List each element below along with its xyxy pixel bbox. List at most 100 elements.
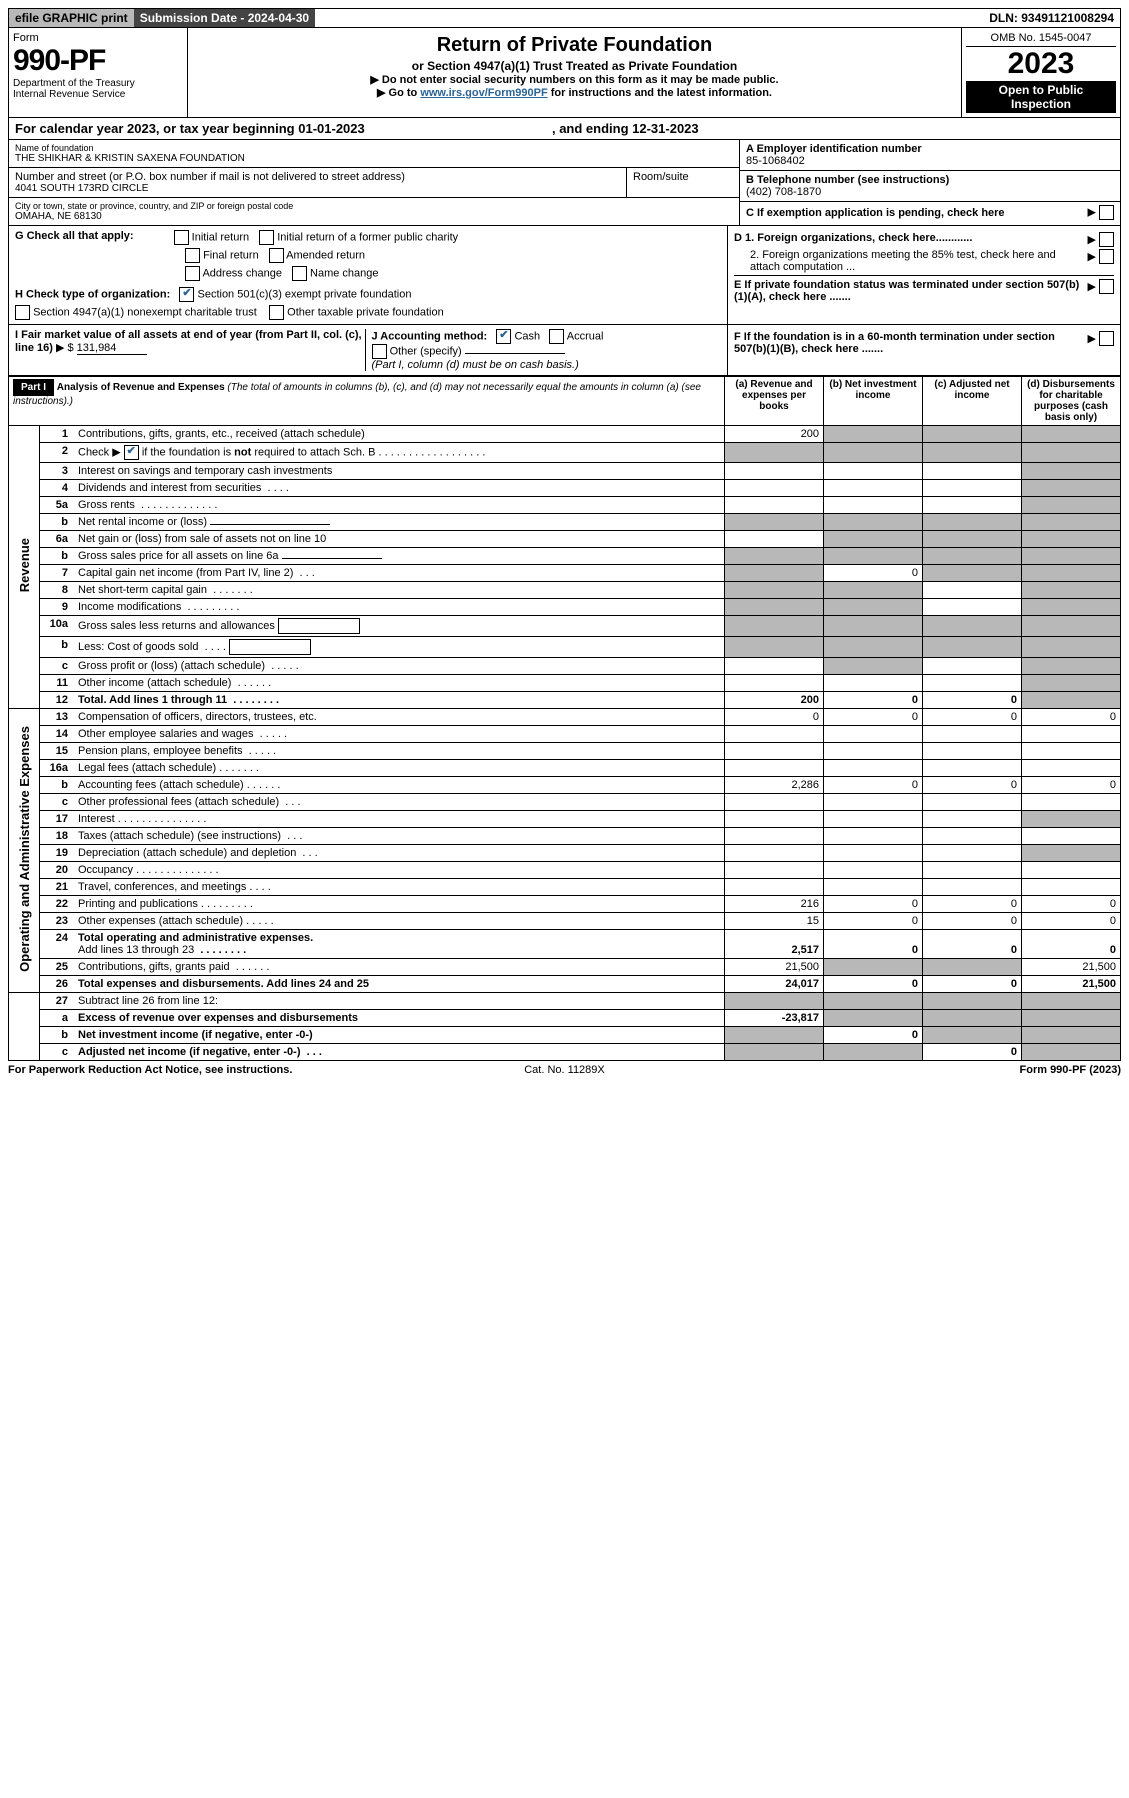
- j-other-checkbox[interactable]: [372, 344, 387, 359]
- tax-year: 2023: [966, 47, 1116, 81]
- foundation-city: OMAHA, NE 68130: [15, 211, 733, 222]
- tax-period: For calendar year 2023, or tax year begi…: [8, 118, 1121, 140]
- g-opt-5: Name change: [310, 267, 379, 279]
- g-label: G Check all that apply:: [15, 230, 134, 245]
- section-i-j-f: I Fair market value of all assets at end…: [8, 325, 1121, 376]
- col-a: (a) Revenue and expenses per books: [725, 377, 824, 426]
- l22c: 0: [923, 896, 1022, 913]
- l24b: 0: [824, 930, 923, 959]
- g-name-checkbox[interactable]: [292, 266, 307, 281]
- g-opt-2: Final return: [203, 249, 259, 261]
- line-22: Printing and publications . . . . . . . …: [74, 896, 725, 913]
- phone: (402) 708-1870: [746, 186, 1114, 198]
- line-14: Other employee salaries and wages . . . …: [74, 726, 725, 743]
- revenue-side-label: Revenue: [9, 426, 40, 709]
- line-12: Total. Add lines 1 through 11 . . . . . …: [74, 692, 725, 709]
- foundation-name: THE SHIKHAR & KRISTIN SAXENA FOUNDATION: [15, 153, 733, 164]
- l24c: 0: [923, 930, 1022, 959]
- line-17: Interest . . . . . . . . . . . . . . .: [74, 811, 725, 828]
- g-opt-0: Initial return: [192, 231, 249, 243]
- l27aa: -23,817: [725, 1010, 824, 1027]
- g-address-checkbox[interactable]: [185, 266, 200, 281]
- l16bd: 0: [1022, 777, 1121, 794]
- line-7: Capital gain net income (from Part IV, l…: [74, 565, 725, 582]
- room-label: Room/suite: [633, 171, 733, 183]
- dept: Department of the Treasury: [13, 78, 183, 89]
- l13b: 0: [824, 709, 923, 726]
- line-4: Dividends and interest from securities .…: [74, 480, 725, 497]
- instr-1: ▶ Do not enter social security numbers o…: [196, 73, 953, 86]
- line-10a: Gross sales less returns and allowances: [74, 616, 725, 637]
- line-23: Other expenses (attach schedule) . . . .…: [74, 913, 725, 930]
- l13a: 0: [725, 709, 824, 726]
- period-prefix: For calendar year 2023, or tax year begi…: [15, 121, 298, 136]
- line-13: Compensation of officers, directors, tru…: [74, 709, 725, 726]
- c-checkbox[interactable]: [1099, 205, 1114, 220]
- h-other-checkbox[interactable]: [269, 305, 284, 320]
- line-10c: Gross profit or (loss) (attach schedule)…: [74, 658, 725, 675]
- opex-side-label: Operating and Administrative Expenses: [9, 709, 40, 993]
- line-16b: Accounting fees (attach schedule) . . . …: [74, 777, 725, 794]
- g-final-checkbox[interactable]: [185, 248, 200, 263]
- part1-heading: Analysis of Revenue and Expenses: [57, 382, 225, 393]
- h-opt-2: Section 4947(a)(1) nonexempt charitable …: [33, 306, 257, 318]
- f-checkbox[interactable]: [1099, 331, 1114, 346]
- j-accrual: Accrual: [567, 330, 604, 342]
- l1a: 200: [725, 426, 824, 443]
- l27bb: 0: [824, 1027, 923, 1044]
- section-g-d: G Check all that apply: Initial return I…: [8, 226, 1121, 325]
- line-15: Pension plans, employee benefits . . . .…: [74, 743, 725, 760]
- submission-date: Submission Date - 2024-04-30: [134, 9, 315, 27]
- h-opt-3: Other taxable private foundation: [287, 306, 444, 318]
- j-label: J Accounting method:: [372, 330, 488, 342]
- j-accrual-checkbox[interactable]: [549, 329, 564, 344]
- line-16a: Legal fees (attach schedule) . . . . . .…: [74, 760, 725, 777]
- j-cash-checkbox[interactable]: [496, 329, 511, 344]
- h-opt-1: Section 501(c)(3) exempt private foundat…: [197, 288, 411, 300]
- open-public: Open to Public Inspection: [966, 81, 1116, 113]
- l22d: 0: [1022, 896, 1121, 913]
- l2-checkbox[interactable]: [124, 445, 139, 460]
- top-bar: efile GRAPHIC print Submission Date - 20…: [8, 8, 1121, 28]
- l2-dots: . . . . . . . . . . . . . . . . . .: [378, 446, 485, 458]
- line-6a: Net gain or (loss) from sale of assets n…: [74, 531, 725, 548]
- irs-link[interactable]: www.irs.gov/Form990PF: [420, 87, 547, 99]
- instr-2: ▶ Go to www.irs.gov/Form990PF for instru…: [196, 86, 953, 99]
- line-5b: Net rental income or (loss): [74, 514, 725, 531]
- g-initial-checkbox[interactable]: [174, 230, 189, 245]
- g-amended-checkbox[interactable]: [269, 248, 284, 263]
- e-checkbox[interactable]: [1099, 279, 1114, 294]
- page-footer: For Paperwork Reduction Act Notice, see …: [8, 1061, 1121, 1079]
- period-end: 12-31-2023: [632, 121, 699, 136]
- line-25: Contributions, gifts, grants paid . . . …: [74, 959, 725, 976]
- form-subtitle: or Section 4947(a)(1) Trust Treated as P…: [196, 59, 953, 73]
- col-d: (d) Disbursements for charitable purpose…: [1022, 377, 1121, 426]
- d2-checkbox[interactable]: [1099, 249, 1114, 264]
- l26d: 21,500: [1022, 976, 1121, 993]
- l22b: 0: [824, 896, 923, 913]
- i-label: I Fair market value of all assets at end…: [15, 329, 362, 354]
- d2-label: 2. Foreign organizations meeting the 85%…: [734, 249, 1084, 273]
- phone-label: B Telephone number (see instructions): [746, 174, 1114, 186]
- g-opt-3: Amended return: [286, 249, 365, 261]
- l12b: 0: [824, 692, 923, 709]
- line-16c: Other professional fees (attach schedule…: [74, 794, 725, 811]
- d1-checkbox[interactable]: [1099, 232, 1114, 247]
- l23b: 0: [824, 913, 923, 930]
- l23a: 15: [725, 913, 824, 930]
- footer-right: Form 990-PF (2023): [750, 1064, 1121, 1076]
- l16bb: 0: [824, 777, 923, 794]
- col-c: (c) Adjusted net income: [923, 377, 1022, 426]
- h-501c3-checkbox[interactable]: [179, 287, 194, 302]
- j-cash: Cash: [514, 330, 540, 342]
- j-other: Other (specify): [390, 345, 462, 357]
- form-label: Form: [13, 32, 183, 44]
- g-opt-4: Address change: [202, 267, 282, 279]
- line-9: Income modifications . . . . . . . . .: [74, 599, 725, 616]
- g-initial-former-checkbox[interactable]: [259, 230, 274, 245]
- l23c: 0: [923, 913, 1022, 930]
- irs: Internal Revenue Service: [13, 89, 183, 100]
- h-4947-checkbox[interactable]: [15, 305, 30, 320]
- line-5a: Gross rents . . . . . . . . . . . . .: [74, 497, 725, 514]
- l26b: 0: [824, 976, 923, 993]
